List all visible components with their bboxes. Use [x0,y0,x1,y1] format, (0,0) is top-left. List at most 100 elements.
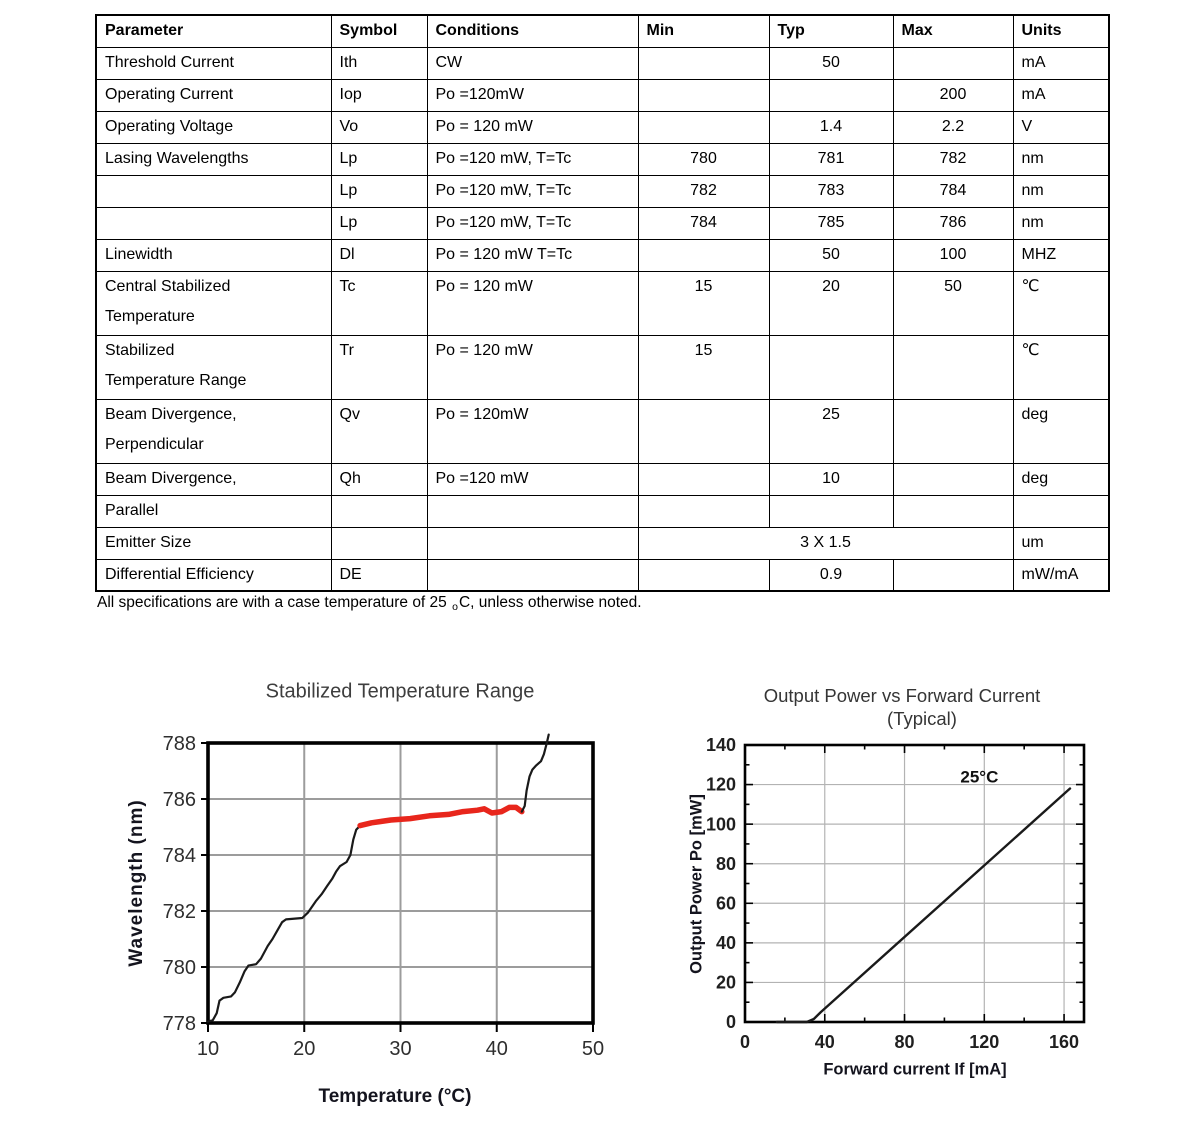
cell-units: mW/mA [1012,558,1110,592]
cell-max [892,558,1014,592]
cell-units: deg [1012,398,1110,464]
cell-conditions: Po =120 mW [426,462,639,496]
cell-typ [768,334,894,400]
svg-text:30: 30 [389,1038,411,1060]
table-row: Operating Voltage Vo Po = 120 mW 1.4 2.2… [95,110,1110,144]
right-chart-title: Output Power vs Forward Current [763,685,1041,706]
cell-min [637,238,770,272]
cell-symbol: Tc [330,270,428,336]
cell-parameter: Lasing Wavelengths [95,142,332,176]
svg-text:160: 160 [1049,1032,1079,1052]
cell-symbol: Dl [330,238,428,272]
col-header-units: Units [1012,14,1110,48]
output-power-vs-current-chart: 0 40 80 120 160 0 20 40 60 80 100 120 140 25°C [706,735,1086,1052]
cell-conditions [426,526,639,560]
svg-text:40: 40 [815,1032,835,1052]
col-header-symbol: Symbol [330,14,428,48]
svg-text:788: 788 [163,733,196,755]
stabilized-range-red [357,804,525,829]
cell-symbol: Tr [330,334,428,400]
cell-max: 100 [892,238,1014,272]
svg-text:40: 40 [716,933,736,953]
cell-min [637,46,770,80]
cell-min: 780 [637,142,770,176]
cell-conditions: Po =120mW [426,78,639,112]
col-header-parameter: Parameter [95,14,332,48]
cell-parameter: Operating Current [95,78,332,112]
cell-parameter: Stabilized Temperature Range [95,334,332,400]
cell-symbol: Iop [330,78,428,112]
cell-typ [768,78,894,112]
cell-min [637,494,770,528]
cell-parameter [95,206,332,240]
cell-max: 50 [892,270,1014,336]
cell-symbol: Vo [330,110,428,144]
left-chart-title: Stabilized Temperature Range [265,680,535,703]
cell-max [892,494,1014,528]
cell-conditions [426,558,639,592]
cell-typ: 781 [768,142,894,176]
cell-units: deg [1012,462,1110,496]
li-curve-25c [775,787,1072,1024]
cell-max: 2.2 [892,110,1014,144]
svg-text:782: 782 [163,901,196,923]
table-row: Differential Efficiency DE 0.9 mW/mA [95,558,1110,592]
cell-typ: 50 [768,46,894,80]
cell-max [892,334,1014,400]
cell-units: mA [1012,46,1110,80]
svg-text:20: 20 [293,1038,315,1060]
table-row: Lasing Wavelengths Lp Po =120 mW, T=Tc 7… [95,142,1110,176]
cell-typ: 0.9 [768,558,894,592]
cell-parameter: Beam Divergence, Perpendicular [95,398,332,464]
cell-max: 786 [892,206,1014,240]
cell-units: nm [1012,142,1110,176]
svg-text:60: 60 [716,893,736,913]
cell-conditions: Po = 120 mW [426,270,639,336]
cell-symbol: DE [330,558,428,592]
cell-max: 782 [892,142,1014,176]
svg-text:120: 120 [706,775,736,795]
cell-symbol: Qh [330,462,428,496]
col-header-typ: Typ [768,14,894,48]
cell-units: um [1012,526,1110,560]
degree-sub: o [452,601,458,613]
svg-text:140: 140 [706,735,736,755]
cell-conditions: Po =120 mW, T=Tc [426,174,639,208]
cell-min [637,78,770,112]
cell-parameter: Linewidth [95,238,332,272]
cell-min: 15 [637,270,770,336]
svg-text:0: 0 [726,1012,736,1032]
cell-min [637,398,770,464]
cell-conditions: Po = 120 mW [426,334,639,400]
cell-typ [768,494,894,528]
cell-min: 782 [637,174,770,208]
right-chart-xlabel: Forward current If [mA] [823,1060,1007,1079]
cell-symbol: Ith [330,46,428,80]
cell-conditions: Po = 120mW [426,398,639,464]
cell-parameter: Beam Divergence, [95,462,332,496]
svg-text:778: 778 [163,1013,196,1035]
cell-conditions [426,494,639,528]
cell-units: nm [1012,206,1110,240]
wavelength-rise-black [206,824,362,1023]
table-row: Stabilized Temperature Range Tr Po = 120… [95,334,1110,400]
cell-conditions: Po = 120 mW [426,110,639,144]
cell-units: MHZ [1012,238,1110,272]
cell-symbol [330,526,428,560]
cell-typ: 783 [768,174,894,208]
wavelength-tail-black [520,733,550,813]
cell-parameter: Operating Voltage [95,110,332,144]
cell-typ: 1.4 [768,110,894,144]
cell-max [892,462,1014,496]
svg-text:40: 40 [486,1038,508,1060]
cell-conditions: Po =120 mW, T=Tc [426,142,639,176]
cell-max: 784 [892,174,1014,208]
left-chart-xlabel: Temperature (°C) [318,1086,472,1107]
cell-parameter: Central Stabilized Temperature [95,270,332,336]
svg-text:120: 120 [969,1032,999,1052]
cell-symbol: Lp [330,142,428,176]
table-row: Linewidth Dl Po = 120 mW T=Tc 50 100 MHZ [95,238,1110,272]
table-row: Emitter Size 3 X 1.5 um [95,526,1110,560]
cell-parameter: Parallel [95,494,332,528]
svg-text:786: 786 [163,789,196,811]
